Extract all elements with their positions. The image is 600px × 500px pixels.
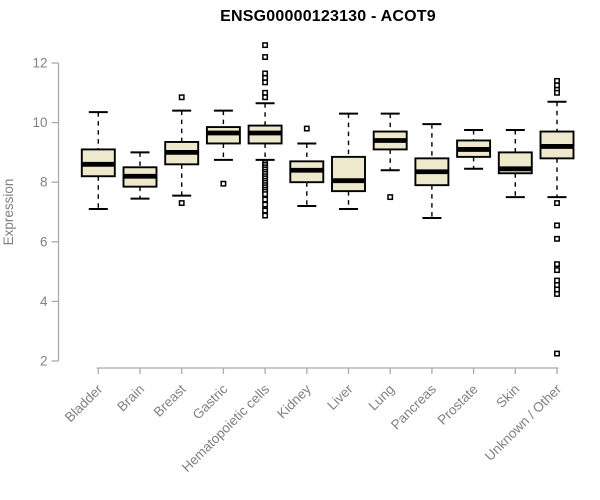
y-tick-label: 6 [40,234,48,249]
x-tick-label: Kidney [274,381,314,421]
boxplot-kidney [289,125,325,208]
outlier-point [262,191,269,198]
boxplot-hematopoietic-cells [247,42,283,219]
boxplot-gastric [205,109,241,187]
boxplot-breast [164,94,200,207]
outlier-point [554,235,560,242]
boxplot-liver [331,112,366,211]
outlier-point [262,207,269,214]
boxplot-pancreas [414,123,450,219]
x-tick-label: Unknown / Other [482,381,565,464]
y-tick-label: 10 [32,115,47,130]
x-tick-label: Prostate [435,382,481,428]
outlier-point [262,196,269,203]
x-tick-label: Pancreas [388,381,439,432]
boxplot-brain [122,151,158,200]
outlier-point [262,79,269,86]
y-tick-label: 12 [32,56,47,71]
outlier-point [387,194,394,201]
outlier-point [554,350,560,357]
iqr-box [331,155,366,193]
outlier-point [554,261,560,268]
y-tick-label: 2 [40,354,48,369]
y-axis-title: Expression [1,179,16,246]
boxplot-lung [372,112,408,201]
boxplot-unknown-other [539,77,575,357]
outlier-point [262,94,269,101]
x-tick-label: Bladder [62,381,106,425]
outlier-point [303,125,310,132]
y-axis: 2 4 6 8 10 12 Expression [1,56,60,369]
outlier-point [554,291,560,297]
boxplot-skin [497,129,533,199]
outlier-point [220,180,227,187]
boxplot-bladder [80,111,116,211]
x-tick-label: Liver [324,381,356,413]
y-tick-label: 4 [40,294,48,309]
boxplot-prostate [456,129,492,170]
outlier-point [262,42,269,49]
outlier-point [262,201,269,208]
x-tick-label: Gastric [190,381,231,422]
outlier-point [554,200,560,207]
outlier-point [178,94,185,101]
x-tick-label: Breast [151,381,189,419]
outlier-point [554,267,560,274]
x-tick-label: Skin [493,382,522,411]
outlier-point [554,89,560,96]
outlier-point [178,200,185,207]
y-tick-label: 8 [40,175,48,190]
chart-title: ENSG00000123130 - ACOT9 [220,8,436,25]
outlier-point [262,212,269,219]
x-tick-label: Brain [114,382,147,415]
outlier-point [262,54,269,60]
outlier-point [554,222,560,229]
x-tick-label: Lung [365,382,397,414]
